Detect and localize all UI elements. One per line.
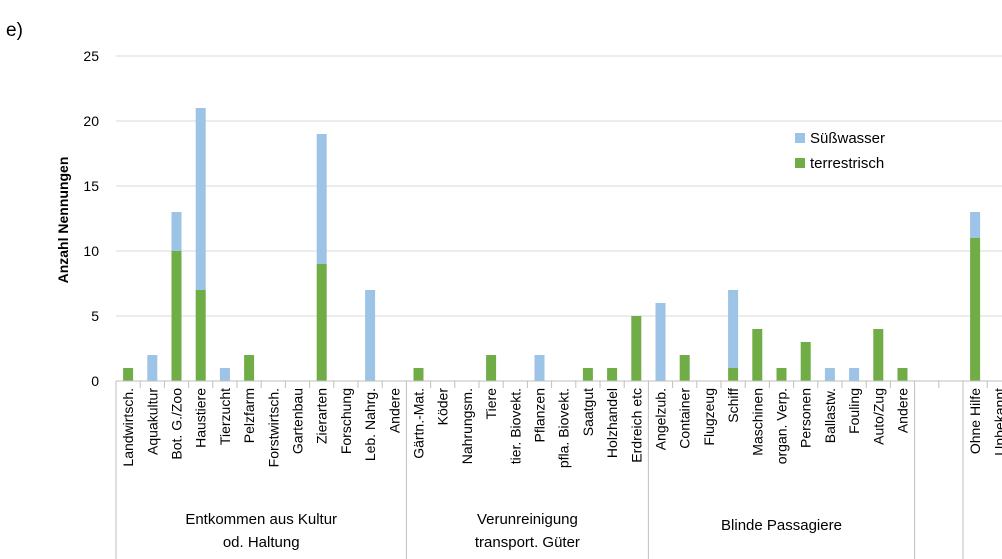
bar-terrestrisch	[631, 316, 642, 381]
x-category-label: Tiere	[483, 388, 499, 420]
x-category-label: Saatgut	[580, 388, 596, 436]
legend-label: Süßwasser	[810, 130, 885, 147]
x-category-label: Angelzub.	[653, 388, 669, 450]
bar-suesswasser	[219, 368, 230, 381]
x-category-label: Personen	[798, 388, 814, 448]
x-category-label: Schiff	[725, 388, 741, 423]
x-category-label: pfla. Biovekt.	[556, 388, 572, 468]
bar-suesswasser	[534, 355, 545, 381]
bar-suesswasser	[655, 303, 666, 381]
gridlines	[116, 55, 1002, 317]
x-category-label: Haustiere	[193, 388, 209, 448]
bars	[123, 108, 981, 381]
x-category-label: Ballastw.	[822, 388, 838, 443]
legend-label: terrestrisch	[810, 155, 884, 172]
bar-suesswasser	[147, 355, 158, 381]
x-category-label: Andere	[895, 388, 911, 433]
x-category-label: Maschinen	[749, 388, 765, 456]
x-category-label: Pelzfarm	[241, 388, 257, 443]
x-category-label: Forstwirtsch.	[265, 388, 281, 467]
x-category-label: Aquakultur	[144, 388, 160, 455]
x-category-label: Forschung	[338, 388, 354, 454]
y-axis-title: Anzahl Nennungen	[55, 157, 71, 284]
bar-terrestrisch	[123, 368, 134, 381]
bar-terrestrisch	[582, 368, 593, 381]
y-tick-label: 5	[91, 308, 99, 324]
group-label: transport. Güter	[475, 534, 580, 551]
y-tick-label: 15	[83, 178, 99, 194]
bar-terrestrisch	[970, 238, 981, 381]
x-category-label: Gartenbau	[290, 388, 306, 454]
bar-suesswasser	[316, 134, 327, 264]
bar-suesswasser	[171, 212, 182, 251]
x-category-label: tier. Biovekt.	[507, 388, 523, 464]
x-category-label: Andere	[386, 388, 402, 433]
x-category-label: Container	[677, 388, 693, 449]
bar-suesswasser	[728, 290, 739, 368]
bar-terrestrisch	[679, 355, 690, 381]
group-label: od. Haltung	[223, 534, 300, 551]
x-category-label: Fouling	[846, 388, 862, 434]
bar-terrestrisch	[728, 368, 739, 381]
x-axis: Landwirtsch. Aquakultur Bot. G./Zoo Haustie…	[115, 380, 1002, 559]
x-category-label: Nahrungsm.	[459, 388, 475, 464]
bar-terrestrisch	[195, 290, 206, 381]
bar-suesswasser	[824, 368, 835, 381]
x-category-label: Unbekannt	[991, 388, 1002, 456]
group-label: Entkommen aus Kultur	[185, 511, 337, 528]
bar-suesswasser	[970, 212, 981, 238]
x-category-label: Flugzeug	[701, 388, 717, 446]
bar-terrestrisch	[486, 355, 497, 381]
x-category-label: Pflanzen	[532, 388, 548, 442]
y-tick-label: 20	[83, 113, 99, 129]
x-category-label: Tierzucht	[217, 388, 233, 445]
x-category-label: Auto/Zug	[870, 388, 886, 445]
x-category-label: Leb. Nahrg.	[362, 388, 378, 461]
bar-terrestrisch	[413, 368, 424, 381]
x-category-label: Ohne Hilfe	[967, 388, 983, 454]
bar-terrestrisch	[171, 251, 182, 381]
x-category-label: Köder	[435, 388, 451, 426]
x-category-label: Gärtn.-Mat.	[411, 388, 427, 459]
group-label: Blinde Passagiere	[721, 517, 842, 534]
x-category-label: Erdreich etc	[628, 388, 644, 463]
x-category-label: organ. Verp.	[774, 388, 790, 464]
legend: Süßwasser terrestrisch	[795, 130, 885, 172]
bar-terrestrisch	[800, 342, 811, 381]
bar-terrestrisch	[752, 329, 763, 381]
y-tick-label: 0	[91, 373, 99, 389]
bar-terrestrisch	[316, 264, 327, 381]
y-tick-label: 25	[83, 48, 99, 64]
x-category-label: Bot. G./Zoo	[169, 388, 185, 460]
x-category-label: Holzhandel	[604, 388, 620, 458]
bar-terrestrisch	[776, 368, 787, 381]
bar-terrestrisch	[607, 368, 618, 381]
panel-label: e)	[6, 20, 23, 41]
x-category-label: Landwirtsch.	[120, 388, 136, 467]
bar-terrestrisch	[873, 329, 884, 381]
x-category-label: Zierarten	[314, 388, 330, 444]
bar-terrestrisch	[897, 368, 908, 381]
legend-swatch	[795, 158, 805, 168]
bar-suesswasser	[365, 290, 376, 381]
bar-suesswasser	[195, 108, 206, 290]
group-label: Verunreinigung	[477, 511, 578, 528]
y-tick-label: 10	[83, 243, 99, 259]
y-axis: 0 5 10 15 20 25	[83, 48, 99, 389]
bar-terrestrisch	[244, 355, 255, 381]
bar-suesswasser	[849, 368, 860, 381]
legend-swatch	[795, 133, 805, 143]
